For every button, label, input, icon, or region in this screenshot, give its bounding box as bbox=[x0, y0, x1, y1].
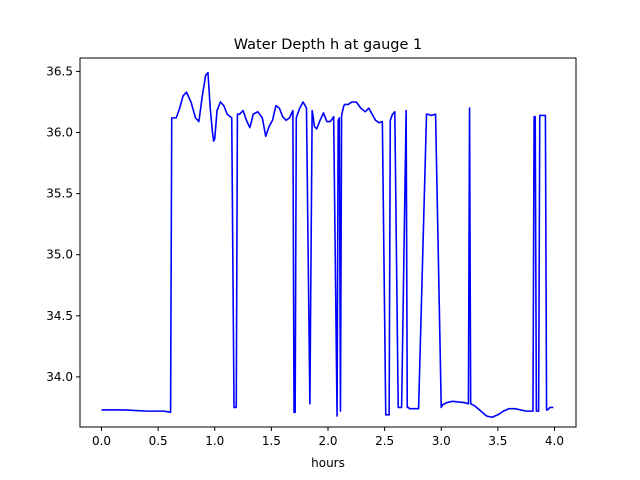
x-tick-label: 3.5 bbox=[488, 434, 507, 448]
plot-area bbox=[101, 71, 554, 419]
x-tick-label: 1.0 bbox=[205, 434, 224, 448]
x-tick-label: 0.0 bbox=[92, 434, 111, 448]
y-tick-label: 35.5 bbox=[46, 187, 73, 201]
x-axis: 0.0 0.5 1.0 1.5 2.0 2.5 3.0 3.5 4.0 bbox=[92, 427, 564, 448]
x-tick-label: 3.0 bbox=[432, 434, 451, 448]
y-tick-label: 35.0 bbox=[46, 248, 73, 262]
x-tick-label: 0.5 bbox=[149, 434, 168, 448]
y-tick-label: 34.5 bbox=[46, 309, 73, 323]
y-tick-label: 34.0 bbox=[46, 370, 73, 384]
x-axis-label: hours bbox=[311, 456, 345, 470]
y-tick-label: 36.5 bbox=[46, 64, 73, 78]
x-tick-label: 2.0 bbox=[318, 434, 337, 448]
series-line-0 bbox=[101, 71, 554, 419]
x-tick-label: 4.0 bbox=[545, 434, 564, 448]
chart-title: Water Depth h at gauge 1 bbox=[234, 37, 422, 53]
x-tick-label: 1.5 bbox=[262, 434, 281, 448]
y-axis: 34.0 34.5 35.0 35.5 36.0 36.5 bbox=[46, 64, 80, 384]
y-tick-label: 36.0 bbox=[46, 126, 73, 140]
x-tick-label: 2.5 bbox=[375, 434, 394, 448]
